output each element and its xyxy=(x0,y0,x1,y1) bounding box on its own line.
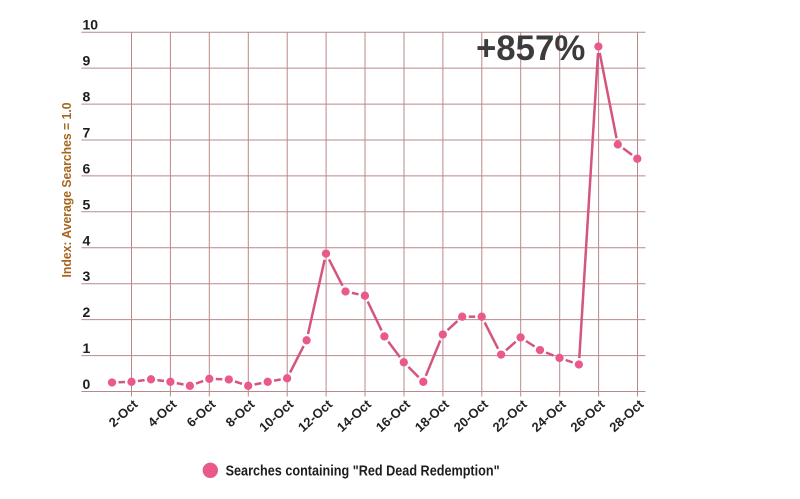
svg-text:6: 6 xyxy=(83,160,91,176)
svg-text:7: 7 xyxy=(83,125,91,141)
svg-text:4: 4 xyxy=(83,232,91,248)
svg-text:Searches containing "Red Dead: Searches containing "Red Dead Redemption… xyxy=(226,463,500,480)
svg-text:1: 1 xyxy=(83,340,91,356)
svg-text:0: 0 xyxy=(83,376,91,392)
svg-text:5: 5 xyxy=(83,196,91,212)
svg-text:8: 8 xyxy=(83,89,91,105)
svg-text:Index: Average Searches = 1.0: Index: Average Searches = 1.0 xyxy=(59,103,74,278)
svg-text:3: 3 xyxy=(83,268,91,284)
svg-text:9: 9 xyxy=(83,53,91,69)
svg-text:+857%: +857% xyxy=(476,29,585,68)
svg-text:2: 2 xyxy=(83,304,91,320)
svg-text:10: 10 xyxy=(83,17,99,33)
